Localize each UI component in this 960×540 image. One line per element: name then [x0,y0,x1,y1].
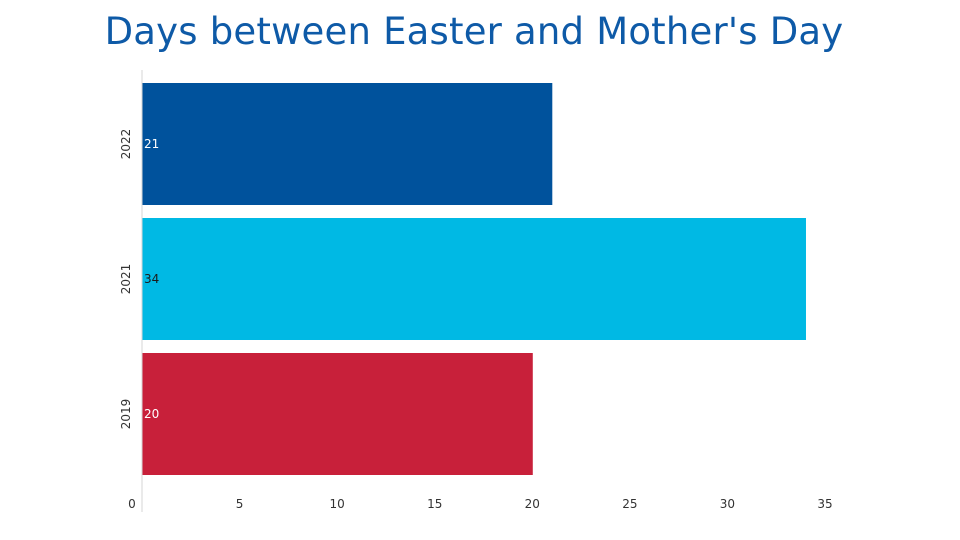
bar-2022 [142,83,553,205]
y-tick-label-2022: 2022 [119,129,133,160]
y-tick-label-2021: 2021 [119,264,133,295]
x-tick-label-10: 10 [330,497,345,511]
x-tick-label-15: 15 [427,497,442,511]
x-tick-label-35: 35 [817,497,832,511]
chart-title: Days between Easter and Mother's Day [104,10,844,53]
x-tick-label-0: 0 [128,497,136,511]
x-tick-label-5: 5 [236,497,244,511]
x-tick-label-20: 20 [525,497,540,511]
data-label-2021: 34 [144,272,159,286]
y-tick-label-2019: 2019 [119,399,133,430]
x-tick-label-25: 25 [622,497,637,511]
bar-2021 [142,218,806,340]
data-label-2019: 20 [144,407,159,421]
data-label-2022: 21 [144,137,159,151]
x-tick-label-30: 30 [720,497,735,511]
bar-2019 [142,353,533,475]
